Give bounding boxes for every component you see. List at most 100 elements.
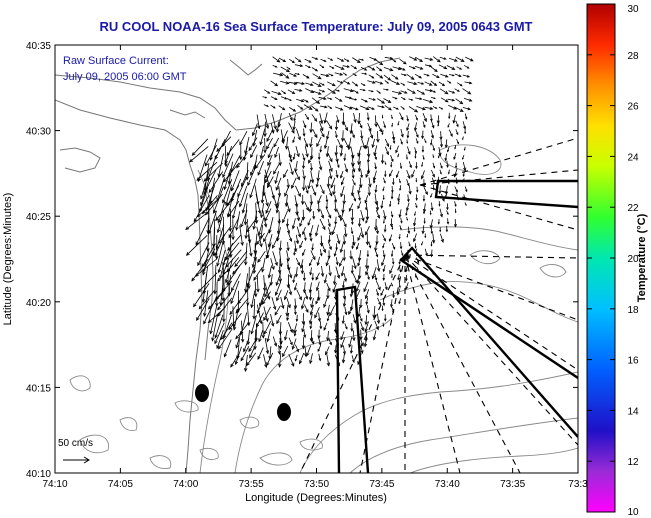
current-vector-head bbox=[283, 296, 288, 301]
current-vector-head bbox=[321, 133, 325, 138]
current-vector bbox=[294, 64, 303, 67]
current-vector bbox=[257, 160, 264, 176]
current-vector-head bbox=[357, 205, 361, 210]
current-vector-head bbox=[411, 174, 415, 178]
current-vector-head bbox=[333, 208, 338, 213]
current-vector-head bbox=[349, 350, 353, 355]
current-vector-head bbox=[211, 337, 215, 342]
current-vector bbox=[319, 184, 325, 194]
current-vector bbox=[304, 113, 309, 120]
current-vector-head bbox=[348, 343, 352, 348]
current-vector-head bbox=[444, 144, 448, 149]
current-vector-head bbox=[356, 280, 360, 285]
current-vector-head bbox=[431, 239, 436, 244]
current-vector bbox=[242, 192, 248, 213]
current-vector bbox=[368, 177, 371, 187]
current-vector-head bbox=[265, 202, 269, 207]
current-vector bbox=[352, 234, 355, 246]
current-vector bbox=[294, 89, 302, 92]
current-vector-head bbox=[267, 162, 271, 167]
current-vector-head bbox=[399, 270, 402, 273]
current-vector bbox=[266, 352, 274, 366]
current-vector bbox=[285, 194, 288, 207]
current-vector bbox=[240, 346, 250, 361]
current-vector bbox=[287, 89, 295, 94]
current-vector-head bbox=[464, 116, 468, 120]
current-vector bbox=[336, 115, 339, 123]
current-vector bbox=[245, 242, 248, 265]
y-tick-label: 40:30 bbox=[26, 127, 51, 138]
current-vector bbox=[231, 170, 240, 191]
current-vector-head bbox=[353, 265, 357, 270]
current-vector-head bbox=[371, 67, 376, 71]
current-vector bbox=[391, 243, 396, 250]
current-vector-head bbox=[222, 318, 226, 323]
current-vector-head bbox=[302, 175, 306, 181]
current-vector-head bbox=[275, 128, 280, 133]
current-vector-head bbox=[424, 236, 427, 239]
current-vector bbox=[312, 210, 315, 219]
current-vector bbox=[406, 169, 411, 179]
current-vector bbox=[396, 170, 400, 178]
current-vector-head bbox=[381, 262, 385, 267]
current-vector-head bbox=[402, 68, 406, 71]
current-vector-head bbox=[284, 192, 288, 197]
current-vector bbox=[267, 154, 273, 166]
current-vector bbox=[302, 169, 305, 180]
current-vector-head bbox=[266, 184, 271, 189]
current-vector-head bbox=[308, 208, 313, 213]
current-vector bbox=[348, 203, 354, 212]
current-vector-head bbox=[359, 125, 363, 129]
current-vector bbox=[367, 272, 370, 280]
current-vector-head bbox=[421, 164, 424, 168]
current-vector-head bbox=[397, 123, 400, 126]
current-vector-head bbox=[297, 136, 301, 141]
current-vector-head bbox=[350, 270, 354, 275]
current-vector-head bbox=[302, 252, 305, 257]
current-vector-head bbox=[440, 166, 443, 169]
current-vector bbox=[296, 289, 302, 300]
current-vector-head bbox=[350, 231, 354, 235]
current-vector-head bbox=[302, 187, 306, 192]
current-vector bbox=[258, 217, 265, 236]
current-vector-head bbox=[455, 189, 458, 193]
current-vector-head bbox=[456, 124, 459, 128]
current-vector bbox=[222, 250, 232, 275]
current-vector bbox=[253, 298, 256, 319]
current-vector-head bbox=[319, 326, 323, 330]
current-vector-head bbox=[462, 157, 464, 160]
current-vector-head bbox=[453, 224, 457, 228]
current-vector-head bbox=[384, 163, 387, 166]
current-vector bbox=[321, 265, 324, 277]
current-vector-head bbox=[237, 193, 241, 198]
current-vector bbox=[295, 81, 305, 85]
current-vector bbox=[295, 344, 299, 352]
current-vector-head bbox=[200, 195, 204, 200]
current-vector bbox=[222, 153, 234, 178]
current-vector-head bbox=[202, 271, 206, 276]
current-vector-head bbox=[402, 83, 406, 86]
current-vector-head bbox=[278, 345, 283, 350]
current-vector bbox=[405, 265, 408, 272]
current-vector-head bbox=[422, 198, 426, 202]
current-vector-head bbox=[310, 83, 314, 86]
current-vector-head bbox=[437, 58, 441, 63]
current-vector bbox=[342, 65, 350, 68]
current-vector bbox=[390, 155, 394, 162]
current-vector-head bbox=[283, 174, 287, 179]
current-vector-head bbox=[357, 120, 361, 125]
current-vector-head bbox=[374, 123, 378, 128]
current-vector-head bbox=[303, 334, 307, 339]
current-vector bbox=[235, 321, 250, 339]
current-vector-head bbox=[365, 145, 369, 150]
current-vector bbox=[311, 105, 319, 112]
current-vector bbox=[414, 147, 417, 154]
current-vector bbox=[310, 330, 313, 342]
current-vector-head bbox=[406, 218, 408, 221]
current-vector bbox=[287, 242, 289, 251]
current-vector bbox=[310, 267, 312, 275]
current-vector bbox=[348, 305, 353, 315]
current-vector bbox=[368, 74, 374, 79]
current-vector-head bbox=[266, 362, 270, 367]
current-vector bbox=[216, 177, 225, 201]
